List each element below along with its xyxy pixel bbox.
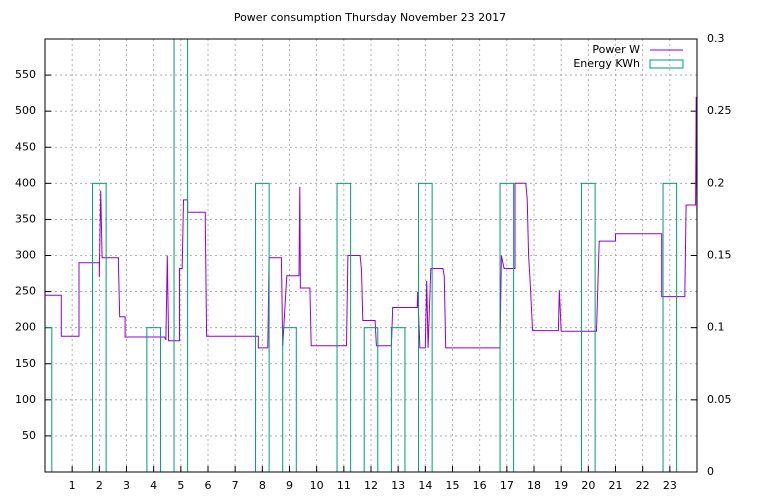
x-tick-label: 20 [581, 479, 595, 492]
x-tick-label: 17 [500, 479, 514, 492]
x-tick-label: 10 [310, 479, 324, 492]
x-tick-label: 6 [205, 479, 212, 492]
x-tick-label: 4 [150, 479, 157, 492]
x-tick-label: 15 [446, 479, 460, 492]
x-tick-label: 23 [663, 479, 677, 492]
legend-swatch [649, 59, 684, 69]
x-tick-label: 1 [69, 479, 76, 492]
energy-box [581, 182, 596, 472]
y2-tick-label: 0.2 [707, 176, 725, 189]
energy-box [255, 182, 270, 472]
energy-box [92, 182, 107, 472]
legend-label: Power W [592, 43, 640, 56]
y-tick-label: 150 [15, 357, 36, 370]
x-tick-label: 11 [337, 479, 351, 492]
y-tick-label: 350 [15, 212, 36, 225]
energy-box [45, 327, 53, 472]
energy-box [336, 182, 352, 472]
y-tick-label: 200 [15, 321, 36, 334]
y2-tick-label: 0.3 [707, 32, 725, 45]
y-tick-label: 250 [15, 285, 36, 298]
y-tick-label: 400 [15, 176, 36, 189]
y-tick-label: 50 [22, 429, 36, 442]
y2-tick-label: 0 [707, 465, 714, 478]
x-tick-label: 2 [96, 479, 103, 492]
x-tick-label: 19 [554, 479, 568, 492]
x-tick-label: 21 [609, 479, 623, 492]
x-tick-label: 5 [177, 479, 184, 492]
x-tick-label: 14 [418, 479, 432, 492]
y-tick-label: 100 [15, 393, 36, 406]
y-tick-label: 500 [15, 104, 36, 117]
legend-label: Energy KWh [573, 57, 640, 70]
plot-area [45, 39, 697, 472]
chart-title: Power consumption Thursday November 23 2… [234, 11, 506, 24]
plot-frame [44, 38, 698, 473]
x-tick-label: 8 [259, 479, 266, 492]
y2-tick-label: 0.1 [707, 321, 725, 334]
energy-box [173, 39, 189, 472]
y2-tick-label: 0.15 [707, 249, 732, 262]
y2-tick-label: 0.05 [707, 393, 732, 406]
x-tick-label: 13 [391, 479, 405, 492]
x-tick-label: 7 [232, 479, 239, 492]
x-tick-label: 3 [123, 479, 130, 492]
y-tick-label: 300 [15, 249, 36, 262]
x-tick-label: 18 [527, 479, 541, 492]
x-tick-label: 12 [364, 479, 378, 492]
power-line [45, 96, 697, 349]
y2-tick-label: 0.25 [707, 104, 732, 117]
y-tick-label: 550 [15, 68, 36, 81]
x-tick-label: 22 [636, 479, 650, 492]
x-tick-label: 16 [473, 479, 487, 492]
y-tick-label: 450 [15, 140, 36, 153]
x-tick-label: 9 [286, 479, 293, 492]
